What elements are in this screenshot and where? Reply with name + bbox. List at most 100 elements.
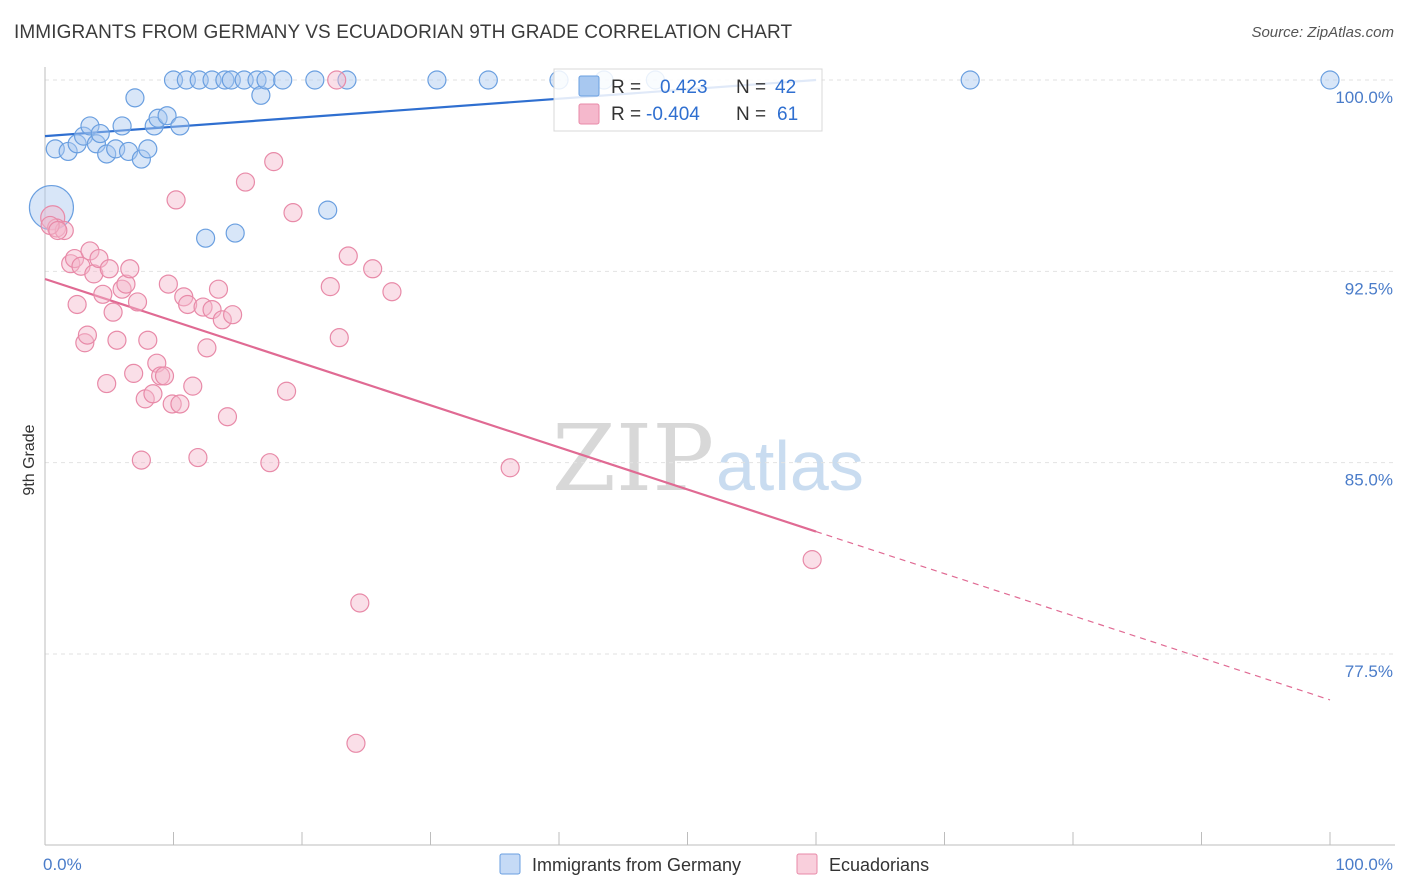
- axes: 100.0% 92.5% 85.0% 77.5% 0.0% 100.0%: [43, 67, 1395, 874]
- chart-title: IMMIGRANTS FROM GERMANY VS ECUADORIAN 9T…: [14, 22, 793, 43]
- data-point: [346, 733, 366, 753]
- data-point: [802, 550, 822, 570]
- data-point: [305, 70, 325, 90]
- data-point: [112, 279, 132, 299]
- data-point: [178, 294, 198, 315]
- stats-legend: R = 0.423 N = 42 R = -0.404 N = 61: [553, 68, 823, 132]
- data-point: [256, 70, 276, 90]
- data-point: [183, 376, 203, 396]
- data-point: [154, 366, 175, 386]
- data-point: [107, 330, 127, 350]
- data-point: [318, 200, 338, 220]
- data-point: [143, 384, 163, 404]
- data-point: [97, 373, 117, 394]
- data-point: [273, 70, 293, 90]
- data-point: [99, 259, 119, 279]
- data-point: [162, 394, 182, 414]
- x-tick-label: 100.0%: [1335, 855, 1393, 874]
- data-point: [67, 294, 87, 315]
- data-point: [93, 284, 113, 304]
- data-point: [90, 123, 110, 144]
- data-point: [427, 70, 447, 90]
- series-legend-swatch-ecuadorians: [796, 853, 818, 875]
- stats-legend-n-value-germany: 42: [775, 77, 796, 98]
- series-legend-label-ecuadorians: Ecuadorians: [829, 855, 929, 875]
- y-tick-label: 92.5%: [1345, 279, 1393, 298]
- series-legend-label-germany: Immigrants from Germany: [532, 855, 741, 875]
- data-point: [116, 274, 136, 294]
- data-point: [283, 203, 303, 223]
- data-point: [320, 277, 340, 297]
- y-axis-title: 9th Grade: [21, 424, 38, 495]
- stats-legend-n-label-ecuadorians: N =: [736, 104, 766, 125]
- series-legend: Immigrants from Germany Ecuadorians: [499, 853, 929, 875]
- data-point: [131, 450, 151, 470]
- data-point: [276, 381, 297, 401]
- trend-lines: [44, 78, 1331, 701]
- y-tick-label: 85.0%: [1345, 471, 1393, 490]
- stats-legend-n-label-germany: N =: [736, 77, 766, 98]
- data-point: [67, 134, 87, 154]
- data-point: [48, 220, 68, 241]
- data-point: [64, 248, 85, 269]
- data-point: [196, 228, 216, 248]
- data-point: [478, 70, 498, 90]
- data-point: [54, 220, 74, 241]
- data-point: [77, 325, 98, 345]
- data-point: [157, 106, 177, 126]
- data-point: [138, 139, 158, 159]
- data-point: [84, 264, 104, 284]
- data-point: [86, 134, 107, 154]
- data-point: [363, 259, 383, 279]
- chart-source: Source: ZipAtlas.com: [1251, 24, 1394, 41]
- data-point: [80, 116, 100, 136]
- series-points-1: [40, 70, 822, 753]
- data-point: [127, 292, 148, 312]
- data-point: [223, 305, 243, 325]
- data-point: [350, 593, 370, 613]
- watermark-atlas: atlas: [716, 427, 864, 505]
- data-point: [212, 310, 232, 330]
- data-point: [188, 447, 208, 468]
- y-tick-label: 77.5%: [1345, 662, 1393, 681]
- series-legend-swatch-germany: [499, 853, 521, 875]
- data-point: [197, 338, 217, 358]
- trend-line-extension-1: [815, 530, 1331, 701]
- data-point: [138, 330, 158, 350]
- data-point: [329, 328, 349, 348]
- data-point: [158, 274, 178, 294]
- data-point: [217, 407, 238, 427]
- watermark-zip: ZIP: [552, 405, 714, 512]
- data-point: [97, 144, 117, 164]
- data-point: [166, 190, 186, 210]
- data-point: [112, 116, 132, 136]
- data-point: [225, 223, 245, 243]
- y-tick-label: 100.0%: [1335, 88, 1393, 107]
- data-point: [264, 152, 284, 172]
- data-point: [1320, 70, 1340, 90]
- stats-legend-r-label-ecuadorians: R =: [611, 104, 641, 125]
- trend-line-1: [44, 277, 817, 533]
- stats-legend-r-value-germany: 0.423: [660, 77, 708, 98]
- data-point: [170, 394, 190, 414]
- data-point: [125, 88, 145, 108]
- stats-legend-swatch-germany: [578, 75, 600, 97]
- data-point: [960, 70, 980, 90]
- data-point: [382, 282, 402, 302]
- grid-lines: [45, 79, 1395, 655]
- x-tick-label: 0.0%: [43, 855, 82, 874]
- data-point: [89, 248, 109, 269]
- data-point: [251, 85, 271, 105]
- data-point: [337, 70, 357, 90]
- data-point: [75, 333, 95, 353]
- stats-legend-n-value-ecuadorians: 61: [777, 104, 798, 125]
- data-point: [170, 116, 190, 136]
- stats-legend-r-label-germany: R =: [611, 77, 641, 98]
- data-point: [327, 70, 347, 90]
- data-point: [500, 458, 520, 478]
- data-point: [260, 453, 280, 473]
- data-point: [338, 246, 358, 266]
- data-point: [103, 302, 123, 322]
- data-point: [202, 300, 222, 320]
